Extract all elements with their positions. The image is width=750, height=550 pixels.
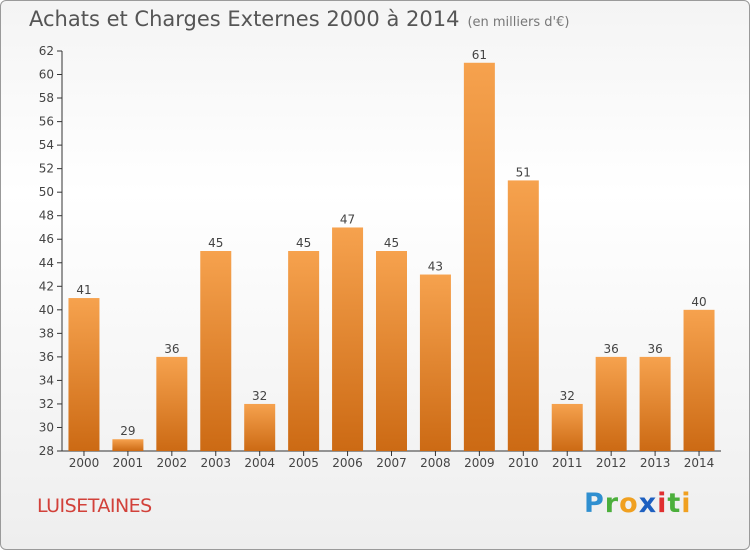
data-label: 40 xyxy=(691,295,706,309)
x-tick-label: 2014 xyxy=(684,456,715,470)
x-tick-label: 2010 xyxy=(508,456,539,470)
bar xyxy=(288,251,320,451)
y-tick-label: 42 xyxy=(39,279,54,293)
y-tick-label: 28 xyxy=(39,444,54,458)
data-label: 36 xyxy=(604,342,619,356)
bar xyxy=(595,356,627,451)
data-label: 51 xyxy=(516,165,531,179)
y-tick-label: 62 xyxy=(39,44,54,58)
bar xyxy=(463,62,495,451)
x-tick-label: 2004 xyxy=(244,456,275,470)
x-tick-label: 2000 xyxy=(69,456,100,470)
chart-subtitle: (en milliers d'€) xyxy=(467,15,570,30)
bar xyxy=(507,180,539,452)
logo-letter: o xyxy=(619,488,639,519)
data-label: 43 xyxy=(428,260,443,274)
title-text: Achats et Charges Externes 2000 à 2014 xyxy=(29,7,460,31)
y-tick-label: 50 xyxy=(39,185,54,199)
bar xyxy=(68,298,100,451)
bar xyxy=(332,227,364,451)
y-tick-label: 48 xyxy=(39,209,54,223)
bar xyxy=(200,251,232,451)
data-label: 32 xyxy=(560,389,575,403)
y-tick-label: 46 xyxy=(39,232,54,246)
data-label: 47 xyxy=(340,212,355,226)
y-tick-label: 52 xyxy=(39,162,54,176)
commune-name: LUISETAINES xyxy=(37,495,152,517)
bar xyxy=(156,356,188,451)
bar xyxy=(419,274,451,451)
y-tick-label: 32 xyxy=(39,397,54,411)
data-label: 45 xyxy=(296,236,311,250)
bar xyxy=(112,439,144,451)
logo-letter: i xyxy=(657,488,668,519)
chart-title: Achats et Charges Externes 2000 à 2014 (e… xyxy=(29,7,569,31)
bar xyxy=(683,309,715,451)
x-tick-label: 2012 xyxy=(596,456,627,470)
data-label: 29 xyxy=(120,424,135,438)
x-tick-label: 2001 xyxy=(113,456,144,470)
y-tick-label: 54 xyxy=(39,138,54,152)
bar xyxy=(551,403,583,451)
logo-letter: r xyxy=(604,488,620,519)
x-tick-label: 2007 xyxy=(376,456,407,470)
logo-letter: i xyxy=(681,488,692,519)
data-label: 45 xyxy=(208,236,223,250)
x-tick-label: 2003 xyxy=(200,456,231,470)
x-tick-label: 2011 xyxy=(552,456,583,470)
data-label: 45 xyxy=(384,236,399,250)
data-label: 36 xyxy=(164,342,179,356)
y-tick-label: 34 xyxy=(39,373,54,387)
x-tick-label: 2013 xyxy=(640,456,671,470)
proxiti-logo: Proxiti xyxy=(584,488,692,519)
logo-letter: P xyxy=(584,488,605,519)
data-label: 32 xyxy=(252,389,267,403)
bar xyxy=(639,356,671,451)
y-tick-label: 58 xyxy=(39,91,54,105)
x-tick-label: 2008 xyxy=(420,456,451,470)
logo-letter: x xyxy=(638,488,658,519)
y-tick-label: 30 xyxy=(39,420,54,434)
x-tick-label: 2005 xyxy=(288,456,319,470)
y-tick-label: 38 xyxy=(39,326,54,340)
data-label: 36 xyxy=(647,342,662,356)
x-tick-label: 2006 xyxy=(332,456,363,470)
y-tick-label: 44 xyxy=(39,256,54,270)
bar xyxy=(244,403,276,451)
logo-letter: t xyxy=(667,488,682,519)
y-tick-label: 36 xyxy=(39,350,54,364)
bar xyxy=(376,251,407,451)
y-tick-label: 56 xyxy=(39,115,54,129)
data-label: 41 xyxy=(76,283,91,297)
x-tick-label: 2009 xyxy=(464,456,495,470)
y-tick-label: 60 xyxy=(39,68,54,82)
y-tick-label: 40 xyxy=(39,303,54,317)
x-tick-label: 2002 xyxy=(157,456,188,470)
data-label: 61 xyxy=(472,48,487,62)
